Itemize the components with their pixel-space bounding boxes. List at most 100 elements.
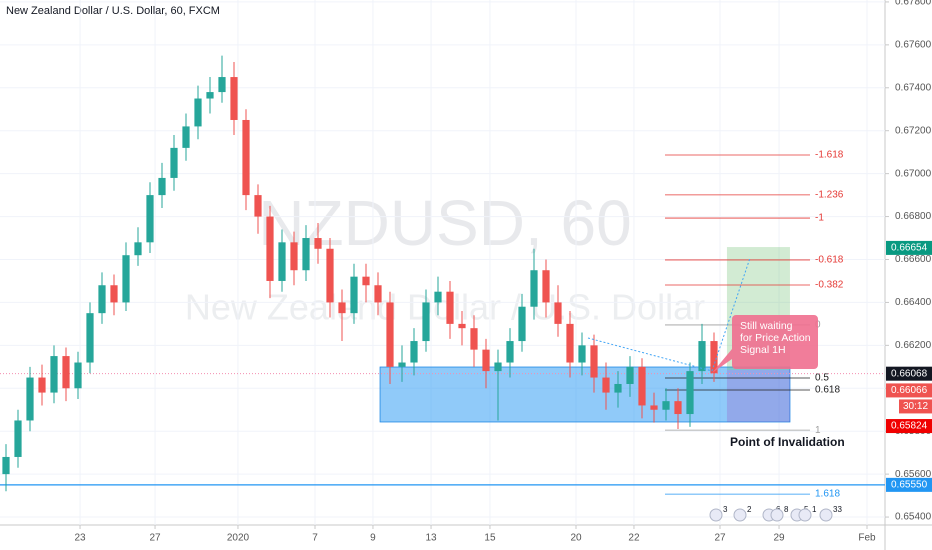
candle-body <box>602 377 610 393</box>
x-tick-label: 13 <box>425 533 437 544</box>
candle-body <box>254 195 262 217</box>
candle-body <box>14 420 22 457</box>
candle-body <box>122 255 130 303</box>
candle-body <box>206 92 214 99</box>
zone <box>379 366 791 423</box>
countdown: 30:12 <box>903 401 928 412</box>
candle-body <box>38 377 46 393</box>
price-tag <box>886 366 932 381</box>
candle-body <box>302 238 310 271</box>
candle-body <box>278 242 286 281</box>
zone <box>726 370 790 422</box>
x-tick-label: 9 <box>370 533 376 544</box>
candle-body <box>566 323 574 363</box>
y-tick-label: 0.66600 <box>895 254 932 265</box>
y-tick-label: 0.67600 <box>895 39 932 50</box>
candle-body <box>410 341 418 363</box>
x-tick-label: 27 <box>714 533 726 544</box>
event-icon <box>819 508 833 522</box>
y-tick-label: 0.66400 <box>895 297 932 308</box>
price-tag-label: 0.66066 <box>891 385 928 396</box>
candle-body <box>470 328 478 350</box>
event-count: 3 <box>723 505 728 514</box>
watermark-name: New Zealand Dollar / U.S. Dollar <box>185 287 705 328</box>
x-tick-label: 15 <box>484 533 496 544</box>
x-tick-label: 20 <box>570 533 582 544</box>
event-icon <box>770 508 784 522</box>
candle-body <box>290 242 298 271</box>
x-tick-label: 27 <box>149 533 161 544</box>
candle-body <box>434 291 442 303</box>
candle-body <box>362 276 370 286</box>
annotation-text: Signal 1H <box>740 344 786 356</box>
fib-label: -1 <box>815 213 824 224</box>
y-tick-label: 0.65400 <box>895 512 932 523</box>
candle-body <box>638 366 646 406</box>
candle-body <box>398 362 406 367</box>
candle-body <box>494 362 502 372</box>
candle-body <box>590 345 598 378</box>
price-tag-label: 0.66068 <box>891 368 928 379</box>
candle-body <box>386 302 394 367</box>
event-icon <box>709 508 723 522</box>
x-tick-label: 23 <box>74 533 86 544</box>
price-tag <box>886 383 932 398</box>
price-tag <box>886 477 932 492</box>
candle-body <box>686 371 694 415</box>
event-count: 2 <box>747 505 752 514</box>
annotation-callout <box>712 315 818 373</box>
candle-body <box>26 377 34 421</box>
candle-body <box>146 195 154 243</box>
candle-body <box>98 285 106 314</box>
y-tick-label: 0.67000 <box>895 168 932 179</box>
price-tag <box>886 240 932 255</box>
fib-label: 1 <box>815 425 821 436</box>
fib-label: -0.618 <box>815 255 844 266</box>
candle-body <box>698 341 706 372</box>
x-tick-label: 29 <box>773 533 785 544</box>
fib-label: -1.618 <box>815 150 844 161</box>
candle-body <box>374 285 382 303</box>
chart-title: New Zealand Dollar / U.S. Dollar, 60, FX… <box>6 5 220 17</box>
annotation-text: Still waiting <box>740 320 793 332</box>
candle-body <box>86 313 94 363</box>
annotation-text: for Price Action <box>740 332 811 344</box>
y-tick-label: 0.66200 <box>895 340 932 351</box>
y-tick-label: 0.67200 <box>895 125 932 136</box>
candle-body <box>350 276 358 314</box>
y-tick-label: 0.67400 <box>895 82 932 93</box>
candle-body <box>518 306 526 342</box>
candle-body <box>218 77 226 93</box>
y-tick-label: 0.67800 <box>895 0 932 8</box>
price-tag <box>886 419 932 434</box>
candle-body <box>614 383 622 393</box>
fib-label: -0.382 <box>815 280 844 291</box>
y-tick-label: 0.65600 <box>895 469 932 480</box>
event-count: 8 <box>784 505 789 514</box>
candle-body <box>62 356 70 389</box>
candle-body <box>182 126 190 148</box>
x-tick-label: 22 <box>628 533 640 544</box>
candle-body <box>626 366 634 384</box>
candle-body <box>578 345 586 363</box>
candle-body <box>326 248 334 303</box>
candle-body <box>338 302 346 314</box>
candle-body <box>50 356 58 393</box>
event-count: 33 <box>833 505 842 514</box>
watermark: NZDUSD, 60 New Zealand Dollar / U.S. Dol… <box>185 187 705 328</box>
candle-body <box>482 349 490 372</box>
candle-body <box>170 147 178 178</box>
countdown-bg <box>899 399 932 414</box>
candle-body <box>458 323 466 329</box>
candle-body <box>554 302 562 324</box>
fib-label: 1.618 <box>815 489 840 500</box>
candle-body <box>2 456 10 475</box>
x-tick-label: Feb <box>858 533 876 544</box>
invalidation-label: Point of Invalidation <box>730 435 845 449</box>
candle-body <box>650 405 658 410</box>
x-tick-label: 2020 <box>227 533 250 544</box>
price-tag-label: 0.65824 <box>891 421 928 432</box>
candles <box>2 55 718 492</box>
candle-body <box>314 238 322 249</box>
